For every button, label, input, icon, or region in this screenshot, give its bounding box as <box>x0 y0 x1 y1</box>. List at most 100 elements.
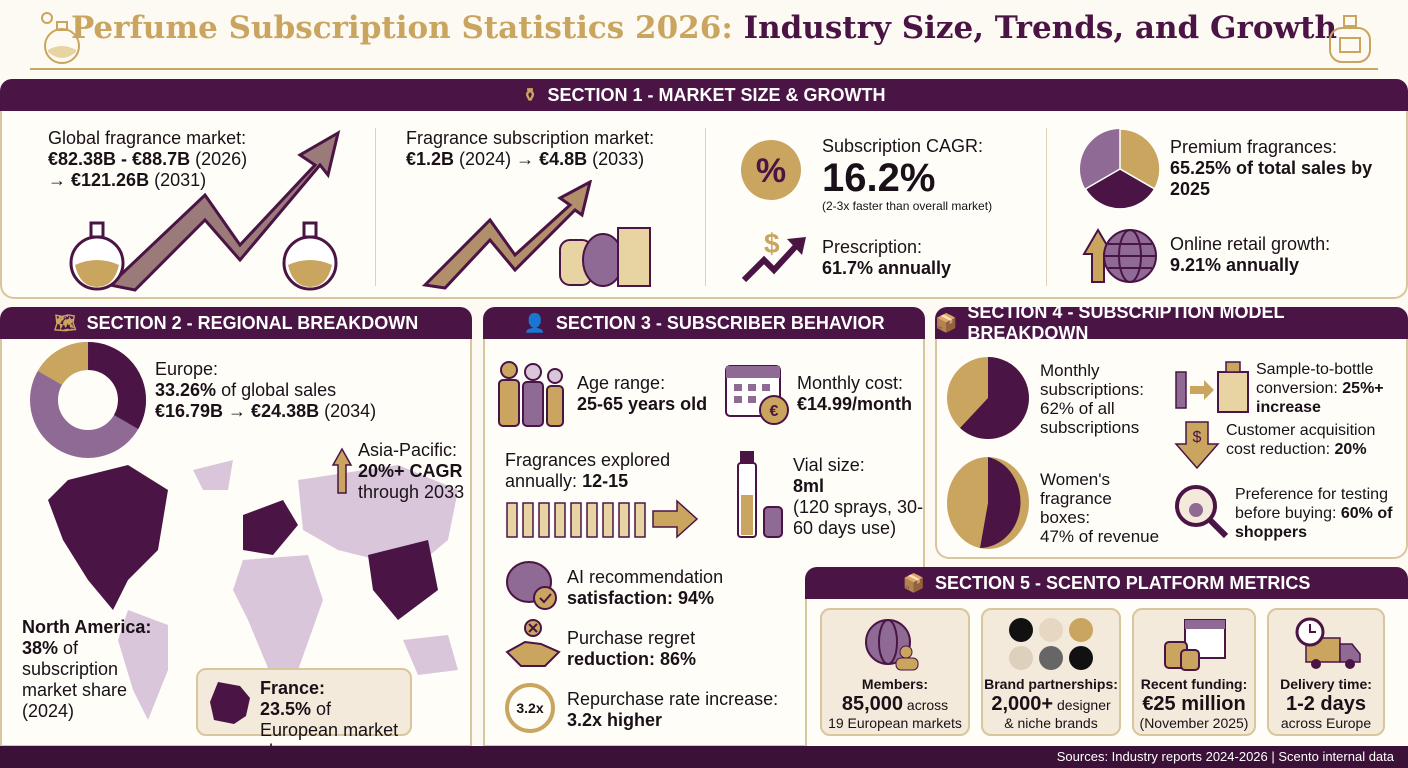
svg-text:$: $ <box>1193 429 1202 446</box>
global-market-year: (2026) <box>190 149 248 169</box>
age-value: 25-65 years old <box>577 394 708 414</box>
repurchase-badge: 3.2x <box>505 683 555 733</box>
monthly-stat: Monthly subscriptions: 62% of all subscri… <box>1040 361 1160 437</box>
regret-value: reduction: 86% <box>567 649 697 669</box>
section2-title: SECTION 2 - REGIONAL BREAKDOWN <box>86 312 419 333</box>
europe-donut-chart <box>30 342 146 458</box>
na-label: North America: <box>22 617 152 637</box>
section1-title: SECTION 1 - MARKET SIZE & GROWTH <box>547 84 886 105</box>
france-callout: France:23.5% of European market share <box>196 668 412 761</box>
cost-value: €14.99/month <box>797 394 913 414</box>
womens-pie-chart <box>947 457 1029 549</box>
perfume-icon: ⚱ <box>522 84 538 105</box>
divider <box>705 128 706 286</box>
test-value: 60% of shoppers <box>1235 505 1393 541</box>
na-value: 38% <box>22 638 59 658</box>
vial-stat: Vial size: 8ml (120 sprays, 30-60 days use… <box>793 455 933 539</box>
online-retail-label: Online retail growth: <box>1170 234 1331 254</box>
box-icon: 📦 <box>935 312 958 333</box>
card-tail: designer <box>1053 697 1111 713</box>
brands-card: Brand partnerships: 2,000+ designer & nich… <box>981 608 1121 736</box>
section3-title: SECTION 3 - SUBSCRIBER BEHAVIOR <box>555 312 885 333</box>
monthly-value: 62% of all subscriptions <box>1040 399 1140 437</box>
magnifier-perfume-icon <box>1175 485 1229 539</box>
card-value: 1-2 days <box>1285 693 1367 715</box>
vial-label: Vial size: <box>793 455 865 475</box>
na-tail: of subscription market share (2024) <box>22 638 128 721</box>
section4-title: SECTION 4 - SUBSCRIPTION MODEL BREAKDOWN <box>967 302 1285 343</box>
sample-stat: Sample-to-bottle conversion: 25%+ increa… <box>1256 360 1406 417</box>
europe-share: 33.26% <box>155 380 217 400</box>
year-text: (2024) → <box>454 149 540 169</box>
age-stat: Age range: 25-65 years old <box>577 373 707 415</box>
global-market-label: Global fragrance market: <box>48 128 247 148</box>
divider <box>375 128 376 286</box>
section1-header: ⚱ SECTION 1 - MARKET SIZE & GROWTH <box>0 79 1408 111</box>
card-label: Brand partnerships: <box>984 676 1118 692</box>
svg-text:$: $ <box>764 228 780 259</box>
subscription-market-2033: €4.8B <box>539 149 588 169</box>
vial-value: 8ml <box>793 476 825 496</box>
sample-to-bottle-icon <box>1175 361 1249 413</box>
section4-header: 📦 SECTION 4 - SUBSCRIPTION MODEL BREAKDOW… <box>935 302 1408 343</box>
online-retail-stat: Online retail growth: 9.21% annually <box>1170 234 1330 276</box>
monthly-label: Monthly subscriptions: <box>1040 361 1144 399</box>
svg-text:%: % <box>756 152 786 190</box>
global-market-value: €82.38B - €88.7B <box>48 149 191 169</box>
dollar-down-arrow-icon: $ <box>1174 421 1220 470</box>
global-market-forecast-year: (2031) <box>149 170 207 190</box>
vial-note: (120 sprays, 30-60 days use) <box>793 497 924 538</box>
handshake-icon <box>505 619 561 667</box>
sources-footer: Sources: Industry reports 2024-2026 | Sc… <box>0 746 1408 768</box>
coins-calendar-icon <box>1164 619 1226 671</box>
growth-arrow-illustration <box>69 129 341 292</box>
card-label: Delivery time: <box>1280 676 1372 692</box>
card-sub: across Europe <box>1280 715 1372 731</box>
cac-value: 20% <box>1334 441 1367 458</box>
svg-text:€: € <box>770 403 779 420</box>
global-market-stat: Global fragrance market: €82.38B - €88.7… <box>48 128 348 191</box>
explored-label: Fragrances explored annually: <box>505 450 671 491</box>
card-sub: & niche brands <box>1004 715 1098 731</box>
subscription-market-2024: €1.2B <box>406 149 455 169</box>
age-label: Age range: <box>577 373 666 393</box>
premium-stat: Premium fragrances: 65.25% of total sales… <box>1170 137 1390 200</box>
cac-label: Customer acquisition cost reduction: <box>1226 422 1376 458</box>
sample-value: 25%+ increase <box>1256 380 1384 416</box>
premium-label: Premium fragrances: <box>1170 137 1338 157</box>
section3-header: 👤 SECTION 3 - SUBSCRIBER BEHAVIOR <box>483 307 925 339</box>
apac-label: Asia-Pacific: <box>358 440 458 460</box>
card-sub: (November 2025) <box>1139 715 1249 731</box>
prescription-value: 61.7% annually <box>822 258 952 278</box>
europe-label: Europe: <box>155 359 219 379</box>
cagr-stat: Subscription CAGR: 16.2% (2-3x faster th… <box>822 136 992 213</box>
womens-stat: Women's fragrance boxes: 47% of revenue <box>1040 470 1165 546</box>
title-divider <box>30 68 1378 70</box>
regret-stat: Purchase regret reduction: 86% <box>567 628 696 670</box>
repurchase-value: 3.2x higher <box>567 710 663 730</box>
premium-value: 65.25% of total sales by 2025 <box>1170 158 1373 199</box>
apac-stat: Asia-Pacific: 20%+ CAGR through 2033 <box>358 440 464 503</box>
globe-people-icon <box>865 619 919 671</box>
europe-year: (2034) <box>319 401 377 421</box>
card-tail: across <box>903 697 949 713</box>
card-value: 85,000 <box>841 693 904 715</box>
card-label: Recent funding: <box>1140 676 1248 692</box>
test-label: Preference for testing before buying: <box>1235 486 1388 522</box>
section2-header: 🗺 SECTION 2 - REGIONAL BREAKDOWN <box>0 307 472 339</box>
perfume-bottle-icon <box>1322 8 1378 71</box>
funding-card: Recent funding: €25 million (November 2025… <box>1132 608 1256 736</box>
spray-vial-icon <box>737 451 783 538</box>
page-title: Perfume Subscription Statistics 2026: In… <box>0 10 1408 46</box>
europe-values: €16.79B → €24.38B <box>155 401 320 421</box>
brain-check-icon <box>506 561 557 610</box>
prescription-stat: Prescription: 61.7% annually <box>822 237 951 279</box>
explored-value: 12-15 <box>582 471 629 491</box>
explored-stat: Fragrances explored annually: 12-15 <box>505 450 705 492</box>
globe-arrow-icon <box>1080 226 1160 289</box>
ai-stat: AI recommendation satisfaction: 94% <box>567 567 723 609</box>
france-map-icon <box>210 682 250 724</box>
cac-stat: Customer acquisition cost reduction: 20% <box>1226 421 1396 459</box>
people-icon <box>498 361 564 427</box>
members-card: Members: 85,000 across 19 European markets <box>820 608 970 736</box>
